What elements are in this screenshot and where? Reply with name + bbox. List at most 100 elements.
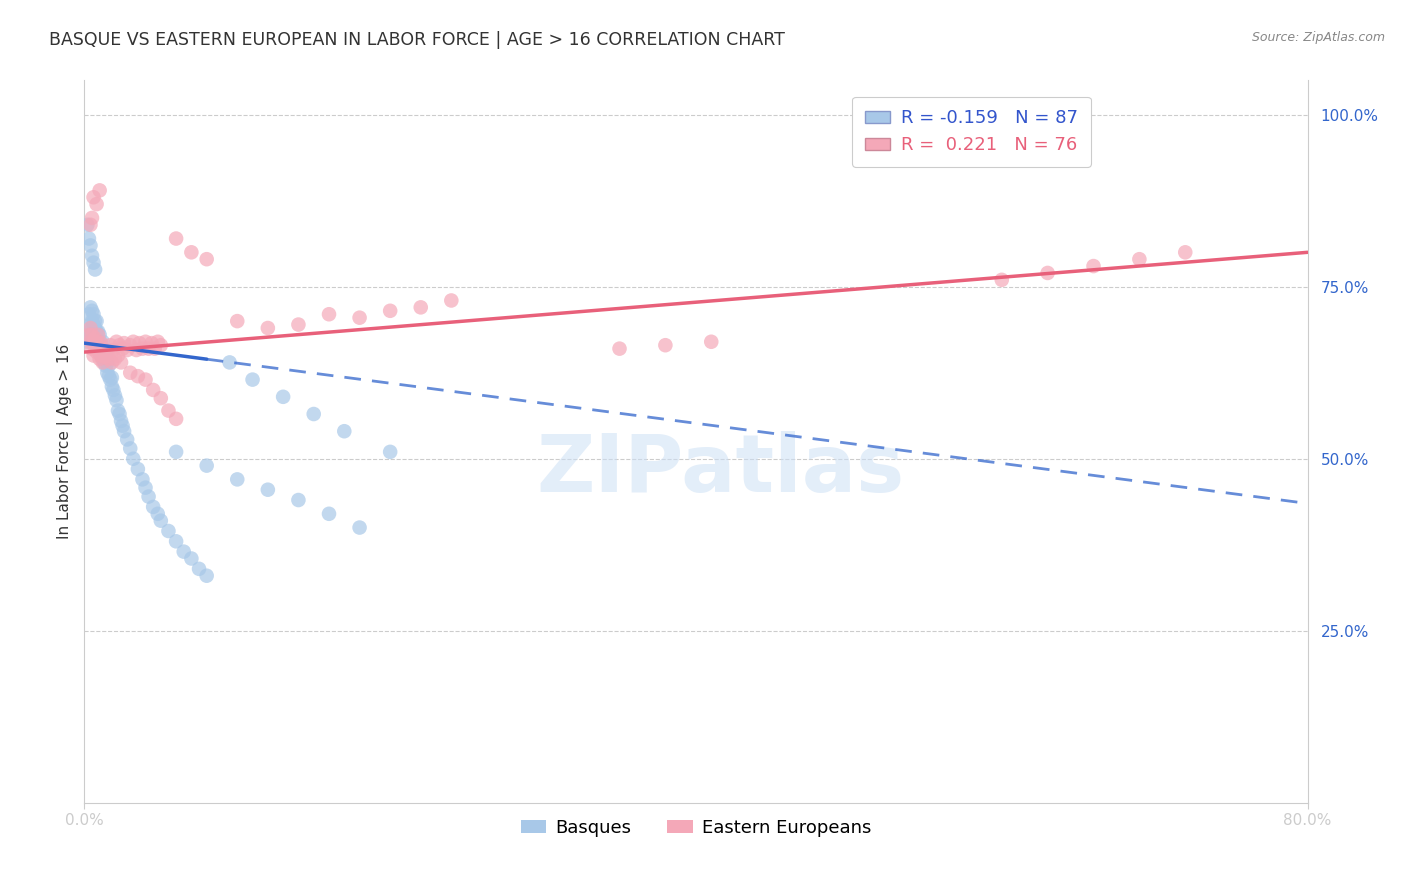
Point [609,342,631,356]
Point [128,336,150,351]
Point [83,255,105,269]
Point [157,524,180,538]
Point [105,393,128,408]
Point [195,252,218,267]
Point [195,568,218,582]
Point [79,321,101,335]
Point [165,534,187,549]
Point [111,342,134,356]
Point [84,334,107,349]
Point [257,321,280,335]
Point [84,321,107,335]
Point [165,231,187,245]
Point [91,351,114,366]
Point [165,412,187,426]
Point [135,481,157,495]
Point [380,445,402,459]
Point [105,334,128,349]
Point [180,551,202,566]
Point [131,472,153,486]
Point [127,369,149,384]
Point [1174,245,1197,260]
Point [87,334,110,349]
Point [91,334,114,349]
Point [97,359,120,373]
Point [122,451,145,466]
Point [142,383,165,397]
Point [146,334,169,349]
Point [83,349,105,363]
Point [138,342,160,356]
Point [86,197,108,211]
Point [76,218,98,232]
Point [77,327,100,342]
Point [107,349,129,363]
Legend: Basques, Eastern Europeans: Basques, Eastern Europeans [513,812,879,845]
Point [79,301,101,315]
Point [80,249,103,263]
Point [80,331,103,345]
Point [149,514,172,528]
Point [104,351,127,366]
Point [89,183,111,197]
Point [83,336,105,351]
Point [90,349,112,363]
Point [86,338,108,352]
Point [84,314,107,328]
Point [157,403,180,417]
Point [257,483,280,497]
Point [83,325,105,339]
Point [98,338,121,352]
Point [90,349,112,363]
Point [108,407,131,421]
Point [226,314,249,328]
Point [165,445,187,459]
Point [271,390,294,404]
Point [103,343,125,357]
Point [287,493,309,508]
Point [80,327,103,342]
Point [318,507,340,521]
Point [218,355,240,369]
Point [90,338,112,352]
Point [110,414,132,428]
Point [79,218,101,232]
Point [94,349,117,363]
Point [94,359,117,373]
Point [380,303,402,318]
Point [349,310,371,325]
Point [87,325,110,339]
Point [93,343,115,357]
Point [101,355,124,369]
Point [1083,259,1105,273]
Point [96,366,118,380]
Point [409,301,432,315]
Point [302,407,325,421]
Point [86,334,108,349]
Point [93,355,115,369]
Point [173,544,195,558]
Point [89,351,111,366]
Y-axis label: In Labor Force | Age > 16: In Labor Force | Age > 16 [58,344,73,539]
Point [108,338,131,352]
Point [146,507,169,521]
Point [86,325,108,339]
Point [195,458,218,473]
Point [97,369,120,384]
Point [287,318,309,332]
Text: BASQUE VS EASTERN EUROPEAN IN LABOR FORCE | AGE > 16 CORRELATION CHART: BASQUE VS EASTERN EUROPEAN IN LABOR FORC… [49,31,785,49]
Point [93,350,115,364]
Point [86,331,108,345]
Point [143,342,166,356]
Point [318,307,340,321]
Point [83,190,105,204]
Point [120,442,142,456]
Point [79,327,101,342]
Point [91,343,114,357]
Point [112,336,135,351]
Point [1036,266,1059,280]
Point [138,490,160,504]
Point [87,342,110,356]
Point [96,345,118,359]
Text: ZIPatlas: ZIPatlas [536,432,904,509]
